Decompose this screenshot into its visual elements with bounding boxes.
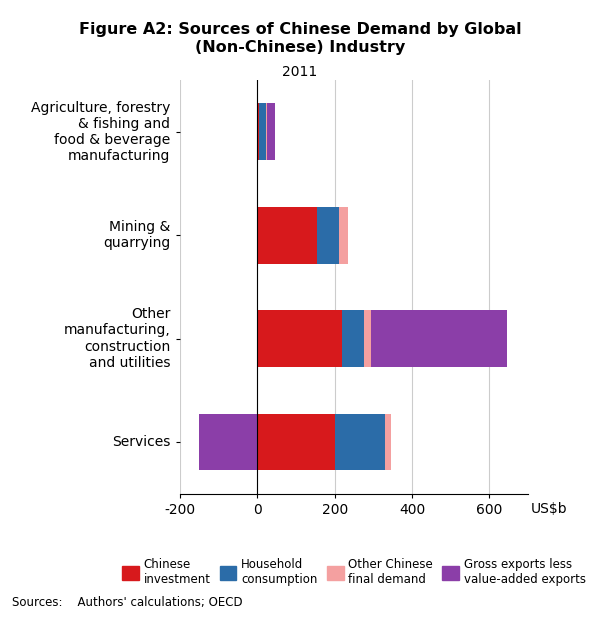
Text: US$b: US$b bbox=[531, 502, 568, 516]
Bar bbox=[268, 104, 275, 160]
Legend: Chinese
investment, Household
consumption, Other Chinese
final demand, Gross exp: Chinese investment, Household consumptio… bbox=[118, 553, 590, 590]
Bar bbox=[385, 413, 391, 470]
Bar bbox=[338, 207, 348, 263]
Bar bbox=[199, 413, 257, 470]
Bar bbox=[257, 104, 259, 160]
Bar bbox=[257, 207, 317, 263]
Bar bbox=[364, 310, 371, 367]
Bar bbox=[371, 310, 507, 367]
Bar bbox=[257, 413, 335, 470]
Bar bbox=[335, 413, 385, 470]
Text: 2011: 2011 bbox=[283, 65, 317, 79]
Bar bbox=[259, 104, 266, 160]
Bar bbox=[257, 310, 343, 367]
Text: Figure A2: Sources of Chinese Demand by Global
(Non-Chinese) Industry: Figure A2: Sources of Chinese Demand by … bbox=[79, 22, 521, 55]
Bar bbox=[266, 104, 268, 160]
Bar bbox=[343, 310, 364, 367]
Bar bbox=[317, 207, 338, 263]
Text: Sources:    Authors' calculations; OECD: Sources: Authors' calculations; OECD bbox=[12, 596, 242, 609]
